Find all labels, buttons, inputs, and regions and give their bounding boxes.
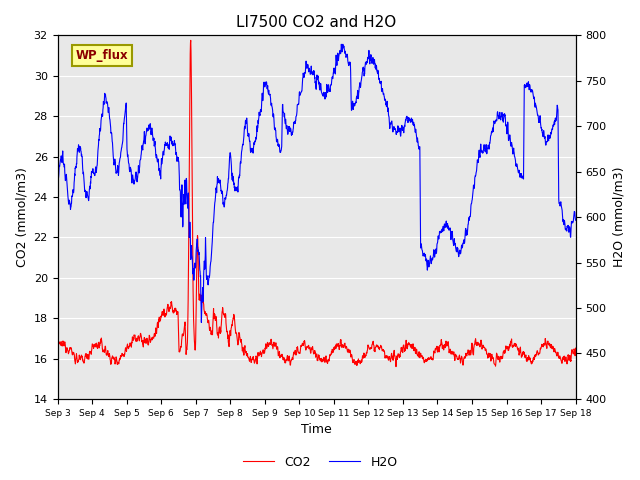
X-axis label: Time: Time bbox=[301, 423, 332, 436]
Line: CO2: CO2 bbox=[58, 40, 575, 367]
H2O bbox=[198, 320, 205, 325]
CO2 bbox=[292, 352, 300, 358]
CO2 bbox=[392, 364, 400, 370]
H2O bbox=[80, 176, 88, 181]
H2O bbox=[337, 41, 345, 47]
H2O bbox=[462, 227, 470, 233]
H2O bbox=[572, 217, 579, 223]
H2O bbox=[54, 178, 61, 184]
H2O bbox=[557, 199, 564, 204]
H2O bbox=[292, 114, 300, 120]
CO2 bbox=[557, 357, 564, 363]
Legend: CO2, H2O: CO2, H2O bbox=[237, 451, 403, 474]
Line: H2O: H2O bbox=[58, 44, 575, 323]
CO2 bbox=[462, 352, 470, 358]
CO2 bbox=[572, 345, 579, 351]
CO2 bbox=[306, 345, 314, 350]
Y-axis label: CO2 (mmol/m3): CO2 (mmol/m3) bbox=[15, 167, 28, 267]
H2O bbox=[557, 202, 565, 207]
CO2 bbox=[80, 360, 88, 366]
Text: WP_flux: WP_flux bbox=[76, 49, 128, 62]
H2O bbox=[306, 68, 314, 74]
CO2 bbox=[54, 345, 61, 350]
CO2 bbox=[187, 37, 195, 43]
Title: LI7500 CO2 and H2O: LI7500 CO2 and H2O bbox=[236, 15, 397, 30]
CO2 bbox=[557, 357, 565, 363]
Y-axis label: H2O (mmol/m3): H2O (mmol/m3) bbox=[612, 167, 625, 267]
